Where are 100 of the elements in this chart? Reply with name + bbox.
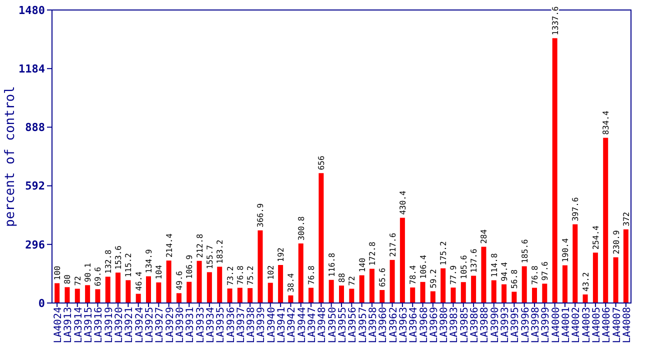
x-tick-label: LA3960: [378, 307, 390, 344]
bar: [572, 224, 578, 303]
bar: [54, 283, 60, 303]
x-tick-label: LA3931: [185, 307, 196, 344]
data-label: 300.8: [296, 216, 306, 240]
x-tick-label: LA4006: [602, 307, 613, 344]
data-label: 185.6: [520, 238, 530, 264]
bar: [136, 294, 141, 303]
data-label: 230.9: [612, 230, 621, 254]
x-tick-label: LA4002: [571, 307, 582, 344]
bar: [512, 292, 517, 303]
bar: [196, 260, 202, 303]
x-tick-label: LA3958: [368, 307, 379, 344]
data-label: 76.8: [307, 265, 316, 285]
bar: [206, 272, 212, 303]
bar: [126, 280, 131, 303]
y-tick-label: 1480: [18, 4, 45, 17]
x-tick-label: LA3969: [428, 307, 440, 344]
data-label: 430.4: [398, 190, 408, 215]
x-tick-label: LA4001: [560, 307, 572, 344]
x-tick-label: LA3933: [195, 307, 206, 344]
bar: [532, 288, 537, 303]
data-label: 49.6: [174, 270, 184, 290]
x-tick-label: LA3944: [296, 307, 308, 344]
bar: [623, 229, 628, 303]
x-tick-label: LA3937: [236, 307, 247, 344]
bar: [450, 288, 456, 303]
data-label: 104: [154, 264, 164, 280]
bar: [116, 272, 121, 303]
x-tick-label: LA3924: [134, 307, 146, 344]
x-tick-label: LA3915: [84, 307, 95, 344]
x-tick-label: LA3956: [348, 307, 359, 344]
bar: [288, 295, 294, 303]
bar: [359, 275, 364, 303]
bar: [582, 294, 588, 303]
data-label: 175.2: [439, 241, 448, 266]
x-tick-label: LA3968: [418, 307, 430, 344]
bar: [471, 276, 476, 303]
bar: [410, 287, 416, 303]
x-tick-label: LA3988: [480, 307, 491, 344]
x-tick-label: LA3914: [73, 307, 84, 344]
data-label: 94.4: [500, 262, 510, 282]
data-label: 97.6: [540, 261, 550, 281]
x-tick-label: LA3993: [500, 307, 512, 344]
data-label: 77.9: [449, 265, 458, 285]
bar: [64, 287, 70, 303]
data-label: 106.9: [185, 254, 194, 279]
bar: [502, 284, 507, 303]
data-label: 114.8: [490, 253, 499, 278]
data-label: 65.6: [378, 268, 388, 288]
data-label: 284: [480, 229, 489, 244]
x-tick-label: LA3995: [510, 307, 522, 344]
bar: [430, 291, 436, 303]
x-tick-label: LA3955: [338, 307, 348, 344]
x-tick-label: LA4024: [53, 307, 64, 344]
data-label: 254.4: [591, 225, 600, 250]
data-label: 140: [358, 258, 367, 272]
y-axis-title: percent of control: [3, 86, 18, 227]
bar: [400, 218, 405, 303]
x-tick-label: LA3935: [216, 307, 227, 344]
bar: [146, 276, 151, 303]
x-tick-label: LA3986: [470, 307, 481, 344]
x-tick-label: LA3920: [114, 307, 126, 344]
x-tick-label: LA3938: [246, 307, 258, 344]
data-label: 102: [266, 265, 276, 280]
x-tick-label: LA4007: [612, 307, 623, 344]
bar: [156, 282, 162, 303]
bar: [268, 282, 273, 303]
x-tick-label: LA3929: [164, 307, 176, 344]
data-label: 69.6: [94, 266, 103, 286]
bar: [248, 288, 253, 303]
bar: [440, 268, 446, 303]
x-tick-label: LA3934: [205, 307, 216, 344]
bar: [491, 280, 496, 303]
x-tick-label: LA3936: [226, 307, 237, 344]
y-tick-label: 888: [25, 121, 45, 134]
bar: [460, 282, 466, 303]
data-label: 132.8: [104, 249, 113, 274]
data-label: 397.6: [571, 197, 580, 222]
bar: [298, 243, 304, 303]
bar: [278, 264, 284, 303]
y-tick-label: 592: [25, 180, 45, 193]
data-label: 372: [622, 212, 631, 226]
data-label: 72: [73, 276, 82, 286]
x-tick-label: LA3983: [449, 307, 460, 344]
bar: [227, 288, 232, 303]
bar: [166, 260, 172, 303]
x-tick-label: LA3999: [540, 307, 552, 344]
bar: [186, 282, 192, 303]
data-label: 137.6: [470, 248, 479, 273]
data-label: 73.2: [226, 266, 235, 286]
x-tick-label: LA3980: [439, 307, 450, 344]
data-label: 80: [63, 274, 72, 284]
data-label: 217.6: [388, 232, 398, 257]
x-tick-label: LA4003: [581, 307, 592, 344]
data-label: 212.8: [195, 234, 204, 258]
data-label: 105.6: [459, 254, 468, 280]
bar: [74, 288, 80, 303]
bar: [562, 265, 568, 303]
data-label: 43.2: [581, 272, 590, 292]
